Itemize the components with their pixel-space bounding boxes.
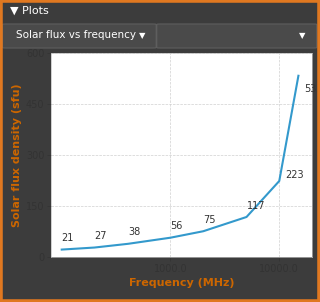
Text: ▼: ▼: [299, 31, 306, 40]
Text: 75: 75: [203, 215, 216, 225]
X-axis label: Frequency (MHz): Frequency (MHz): [129, 278, 234, 288]
Text: 117: 117: [246, 201, 265, 211]
Text: 223: 223: [285, 170, 303, 180]
Text: ▼: ▼: [139, 31, 146, 40]
FancyBboxPatch shape: [157, 24, 317, 48]
FancyBboxPatch shape: [3, 24, 156, 48]
Text: 21: 21: [62, 233, 74, 243]
Y-axis label: Solar flux density (sfu): Solar flux density (sfu): [12, 83, 21, 227]
Text: 27: 27: [94, 231, 107, 241]
Text: ▼ Plots: ▼ Plots: [10, 6, 48, 16]
Text: 38: 38: [128, 227, 140, 237]
Text: 56: 56: [171, 221, 183, 231]
Text: Solar flux vs frequency: Solar flux vs frequency: [16, 31, 136, 40]
Text: 533: 533: [304, 85, 320, 95]
